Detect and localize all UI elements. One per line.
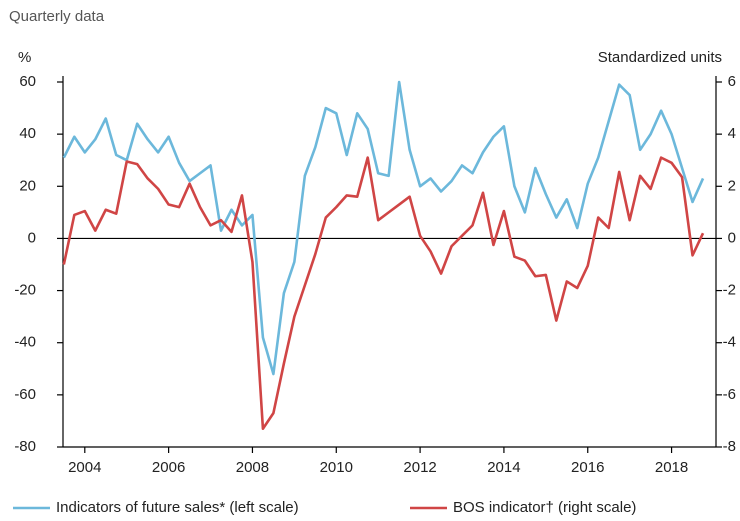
legend-label: BOS indicator† (right scale) <box>453 499 636 516</box>
y2-tick-label: -2 <box>723 282 736 299</box>
x-tick-label: 2018 <box>655 459 688 476</box>
y2-tick-label: -4 <box>723 334 736 351</box>
y-tick-label: 60 <box>19 73 36 90</box>
y-axis-label: % <box>18 49 31 66</box>
series-line <box>62 156 705 431</box>
y2-tick-label: -6 <box>723 386 736 403</box>
y2-tick-label: 6 <box>728 73 736 90</box>
y-tick-label: -60 <box>14 386 36 403</box>
y-tick-label: 20 <box>19 177 36 194</box>
x-tick-label: 2014 <box>487 459 520 476</box>
y-tick-label: 40 <box>19 125 36 142</box>
y2-tick-label: -8 <box>723 438 736 455</box>
x-tick-label: 2006 <box>152 459 185 476</box>
y2-axis-label: Standardized units <box>598 49 722 66</box>
y2-tick-label: 0 <box>728 229 736 246</box>
y2-tick-label: 4 <box>728 125 736 142</box>
x-tick-label: 2012 <box>403 459 436 476</box>
x-tick-label: 2010 <box>320 459 353 476</box>
y-tick-label: -20 <box>14 282 36 299</box>
y-tick-label: -80 <box>14 438 36 455</box>
y2-tick-label: 2 <box>728 177 736 194</box>
y-tick-label: 0 <box>28 229 36 246</box>
legend-label: Indicators of future sales* (left scale) <box>56 499 299 516</box>
series-line <box>62 80 705 376</box>
x-tick-label: 2016 <box>571 459 604 476</box>
chart-title: Quarterly data <box>9 8 105 25</box>
x-tick-label: 2004 <box>68 459 101 476</box>
y-tick-label: -40 <box>14 334 36 351</box>
x-tick-label: 2008 <box>236 459 269 476</box>
